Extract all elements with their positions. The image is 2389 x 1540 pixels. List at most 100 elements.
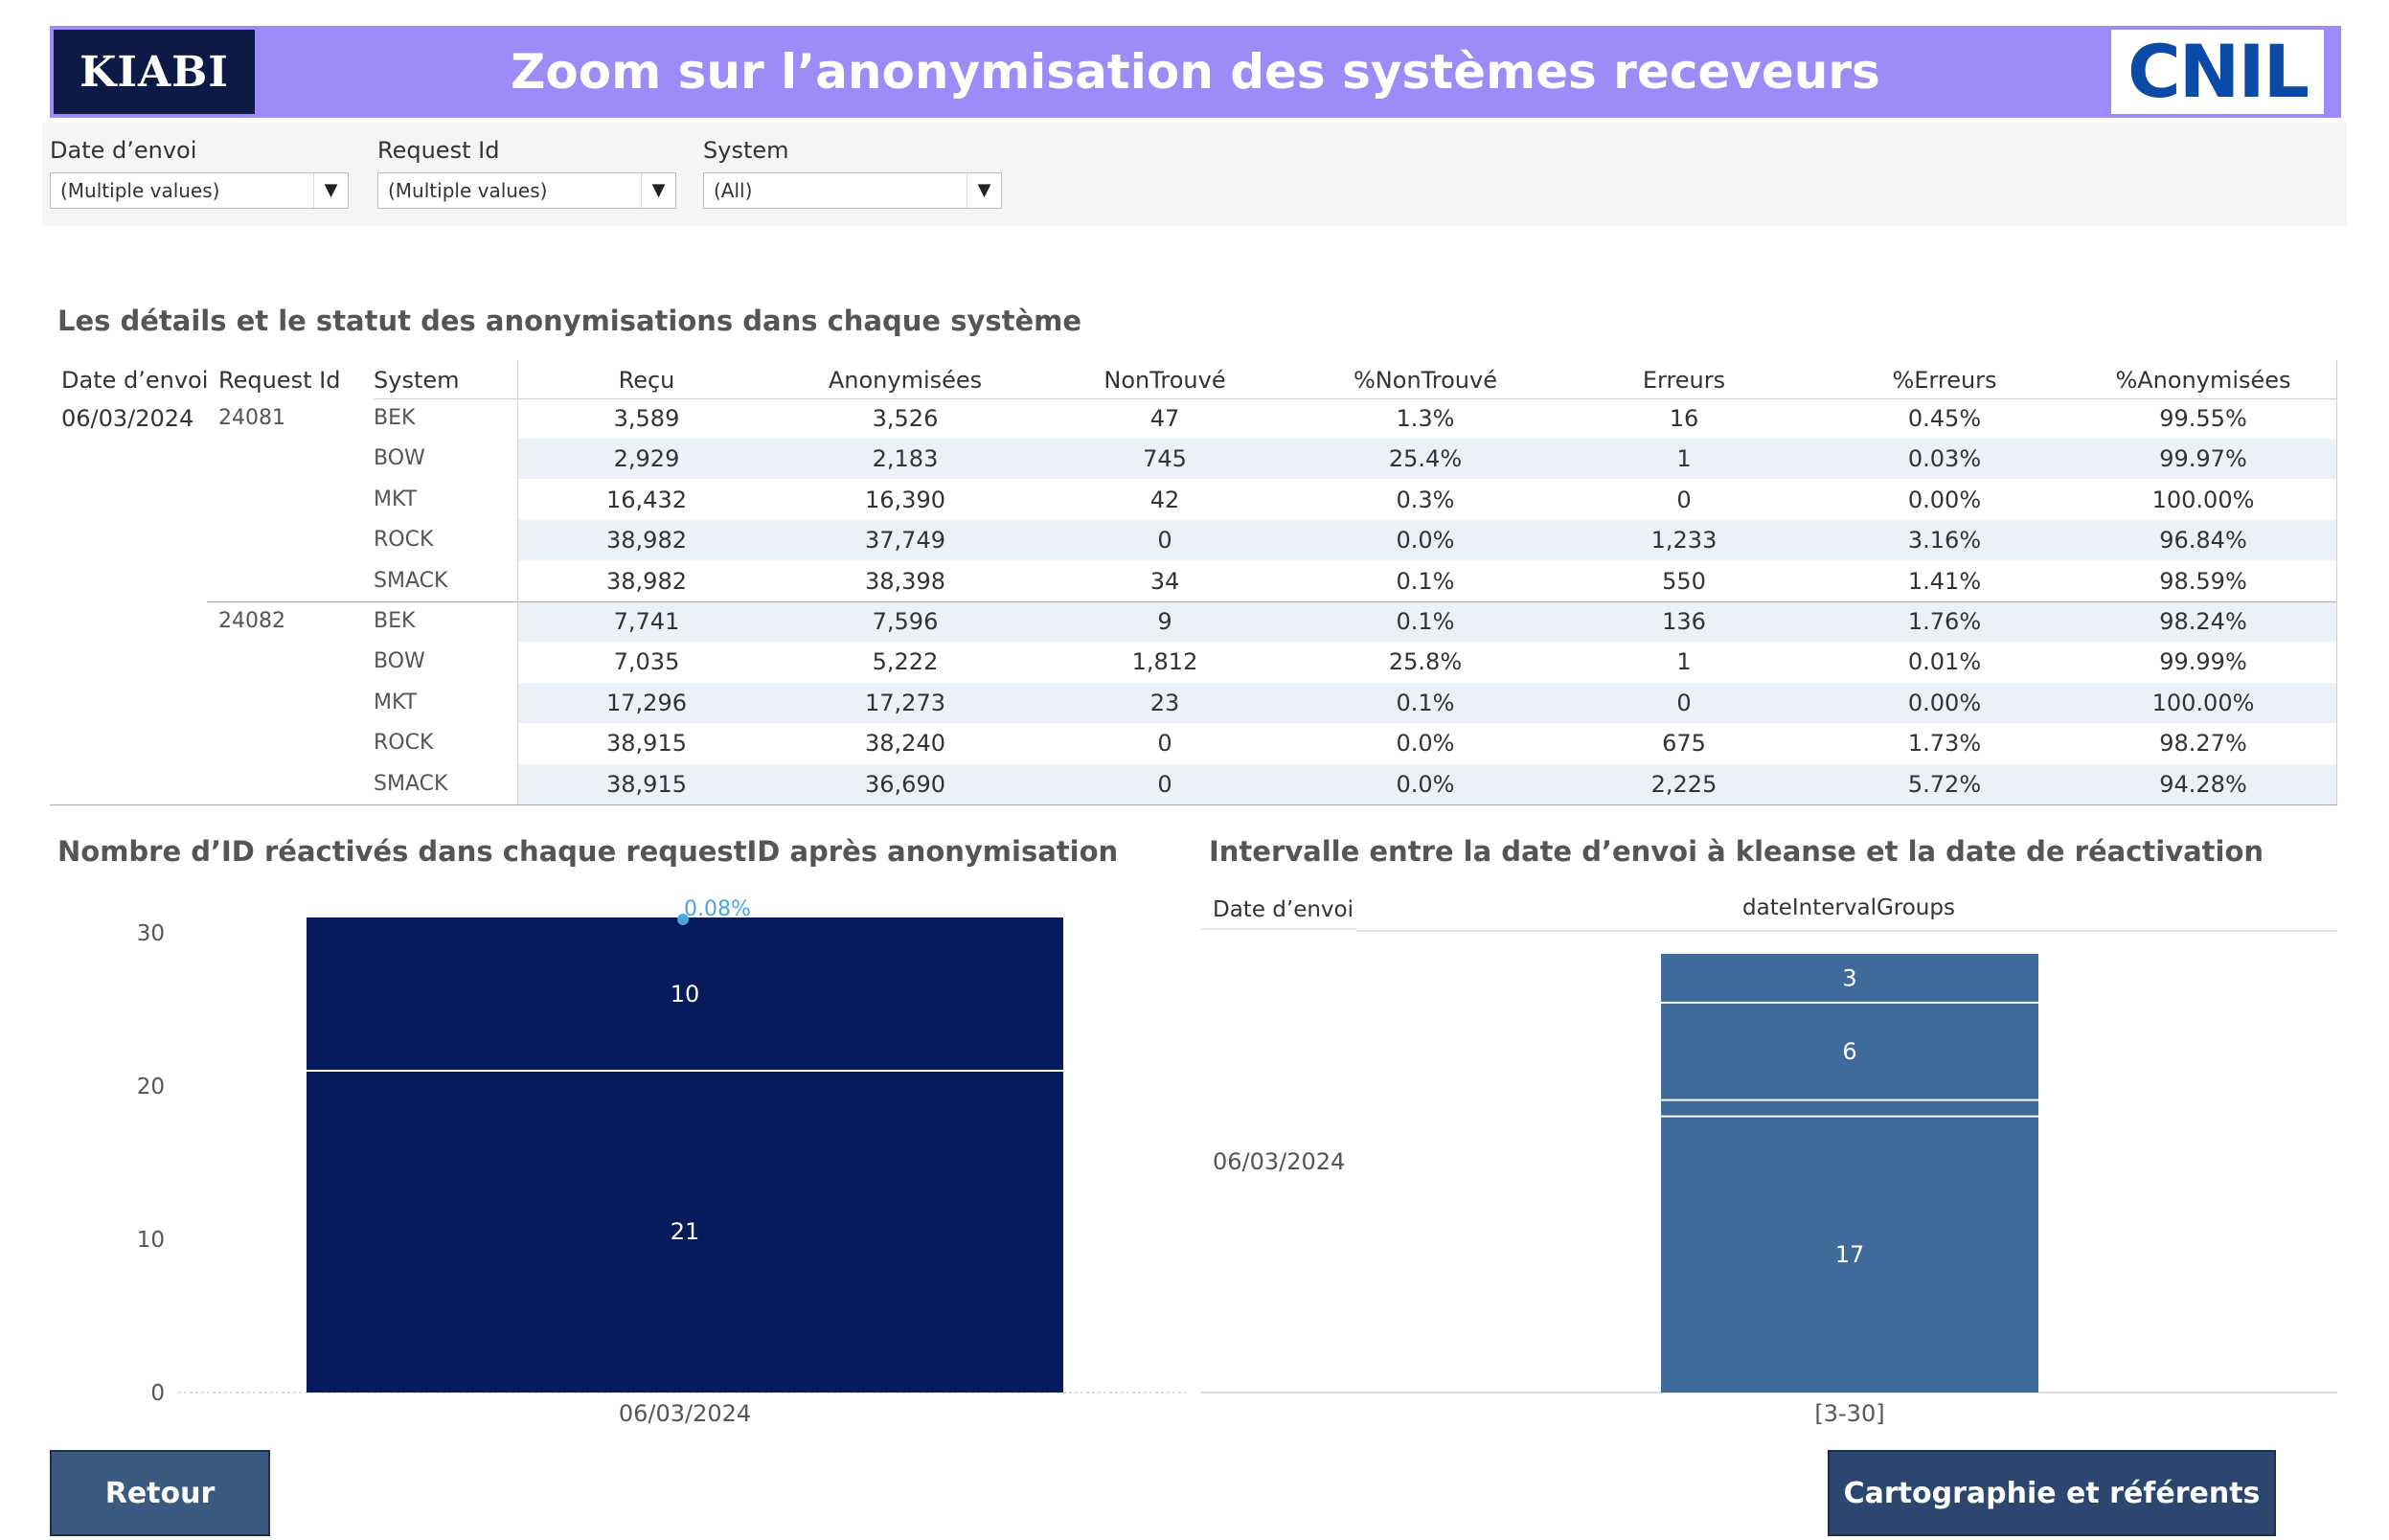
system-cell: MKT [374, 487, 418, 511]
table-cell: 98.24% [2159, 608, 2247, 635]
table-row-background [517, 439, 2337, 480]
table-cell: 98.27% [2159, 730, 2247, 758]
table-cell: 2,929 [613, 445, 680, 473]
system-cell: MKT [374, 690, 418, 714]
row-label: 06/03/2024 [1213, 1148, 1345, 1175]
table-cell: 1.41% [1907, 567, 1982, 595]
column-header: Request Id [218, 367, 341, 394]
dashboard-header: KIABI Zoom sur l’anonymisation des systè… [50, 26, 2341, 118]
table-cell: 42 [1149, 486, 1180, 513]
table-cell: 0 [1157, 730, 1172, 758]
column-header: Date d’envoi [61, 367, 209, 394]
column-header: NonTrouvé [1103, 367, 1226, 394]
table-cell: 96.84% [2159, 527, 2247, 555]
bar-value-label: 17 [1835, 1241, 1865, 1268]
system-dropdown[interactable]: (All) ▼ [703, 172, 1002, 209]
table-cell: 0.0% [1396, 527, 1455, 555]
table-cell: 0.45% [1907, 405, 1982, 432]
system-cell: BOW [374, 649, 425, 674]
table-cell: 7,596 [872, 608, 939, 635]
y-tick-label: 0 [150, 1381, 165, 1406]
back-button[interactable]: Retour [50, 1450, 270, 1536]
table-cell: 38,915 [606, 770, 687, 798]
table-row-background [517, 601, 2337, 642]
table-cell: 37,749 [865, 527, 945, 555]
table-cell: 1.73% [1907, 730, 1982, 758]
table-cell: 23 [1149, 689, 1180, 716]
column-header: Anonymisées [828, 367, 983, 394]
y-tick-label: 30 [137, 921, 165, 946]
column-header: System [374, 367, 460, 394]
table-cell: 675 [1662, 730, 1706, 758]
table-cell: 1.76% [1907, 608, 1982, 635]
bar-segment [1661, 1002, 2038, 1100]
bar-segment [1661, 954, 2038, 1003]
table-row-background [517, 682, 2337, 723]
bar-segment [1661, 1116, 2038, 1393]
table-cell: 0.00% [1907, 689, 1982, 716]
column-header: Erreurs [1642, 367, 1726, 394]
table-cell: 38,398 [865, 567, 945, 595]
request-id-dropdown[interactable]: (Multiple values) ▼ [377, 172, 676, 209]
table-cell: 0.0% [1396, 730, 1455, 758]
table-cell: 7,741 [613, 608, 680, 635]
table-divider [2336, 360, 2337, 804]
chevron-down-icon[interactable]: ▼ [313, 173, 348, 208]
bar-value-label: 21 [671, 1218, 700, 1245]
table-cell: 0 [1676, 689, 1692, 716]
table-cell: 0.00% [1907, 486, 1982, 513]
filter-label: System [703, 137, 789, 164]
chevron-down-icon[interactable]: ▼ [967, 173, 1001, 208]
reactivated-chart-svg: 0 10 20 30 21 10 0.08% 06/03/2024 [137, 897, 1186, 1427]
column-header-label: dateIntervalGroups [1742, 895, 1955, 920]
table-cell: 99.97% [2159, 445, 2247, 473]
table-cell: 0 [1157, 527, 1172, 555]
interval-chart-svg: Date d’envoi dateIntervalGroups 06/03/2024… [1201, 895, 2337, 1427]
table-cell: 1 [1676, 445, 1692, 473]
bar-segment [307, 1071, 1063, 1393]
table-cell: 16,390 [865, 486, 945, 513]
table-cell: 17,296 [606, 689, 687, 716]
date-envoi-dropdown[interactable]: (Multiple values) ▼ [50, 172, 349, 209]
filter-label: Date d’envoi [50, 137, 197, 164]
system-cell: SMACK [374, 568, 448, 593]
date-envoi-cell: 06/03/2024 [61, 405, 194, 432]
details-table: Date d’envoi Request Id System Reçu Anonymis… [50, 360, 2337, 806]
chevron-down-icon[interactable]: ▼ [641, 173, 675, 208]
table-cell: 38,982 [606, 527, 687, 555]
table-cell: 16,432 [606, 486, 687, 513]
bar-value-label: 10 [671, 981, 700, 1008]
table-divider [207, 601, 2337, 602]
system-cell: SMACK [374, 771, 448, 796]
table-cell: 9 [1157, 608, 1172, 635]
filter-label: Request Id [377, 137, 500, 164]
table-cell: 17,273 [865, 689, 945, 716]
table-cell: 1 [1676, 648, 1692, 676]
table-cell: 38,915 [606, 730, 687, 758]
filter-bar: Date d’envoi (Multiple values) ▼ Request… [42, 123, 2347, 226]
y-tick-label: 10 [137, 1228, 165, 1253]
cartography-button[interactable]: Cartographie et référents [1828, 1450, 2276, 1536]
table-cell: 34 [1149, 567, 1180, 595]
table-divider [374, 398, 517, 399]
table-cell: 16 [1669, 405, 1699, 432]
table-cell: 0.1% [1396, 567, 1455, 595]
column-header: %NonTrouvé [1354, 367, 1497, 394]
request-id-cell: 24082 [218, 609, 285, 633]
system-cell: ROCK [374, 731, 434, 756]
table-cell: 3.16% [1907, 527, 1982, 555]
table-cell: 0.3% [1396, 486, 1455, 513]
table-cell: 47 [1149, 405, 1180, 432]
table-cell: 25.4% [1388, 445, 1463, 473]
table-row-background [517, 763, 2337, 804]
table-cell: 745 [1143, 445, 1187, 473]
table-cell: 1,233 [1650, 527, 1718, 555]
table-cell: 5.72% [1907, 770, 1982, 798]
table-cell: 36,690 [865, 770, 945, 798]
kiabi-logo: KIABI [54, 30, 255, 114]
table-cell: 0.1% [1396, 608, 1455, 635]
table-cell: 94.28% [2159, 770, 2247, 798]
table-cell: 0 [1157, 770, 1172, 798]
annotation-label: 0.08% [684, 897, 751, 921]
table-cell: 3,589 [613, 405, 680, 432]
